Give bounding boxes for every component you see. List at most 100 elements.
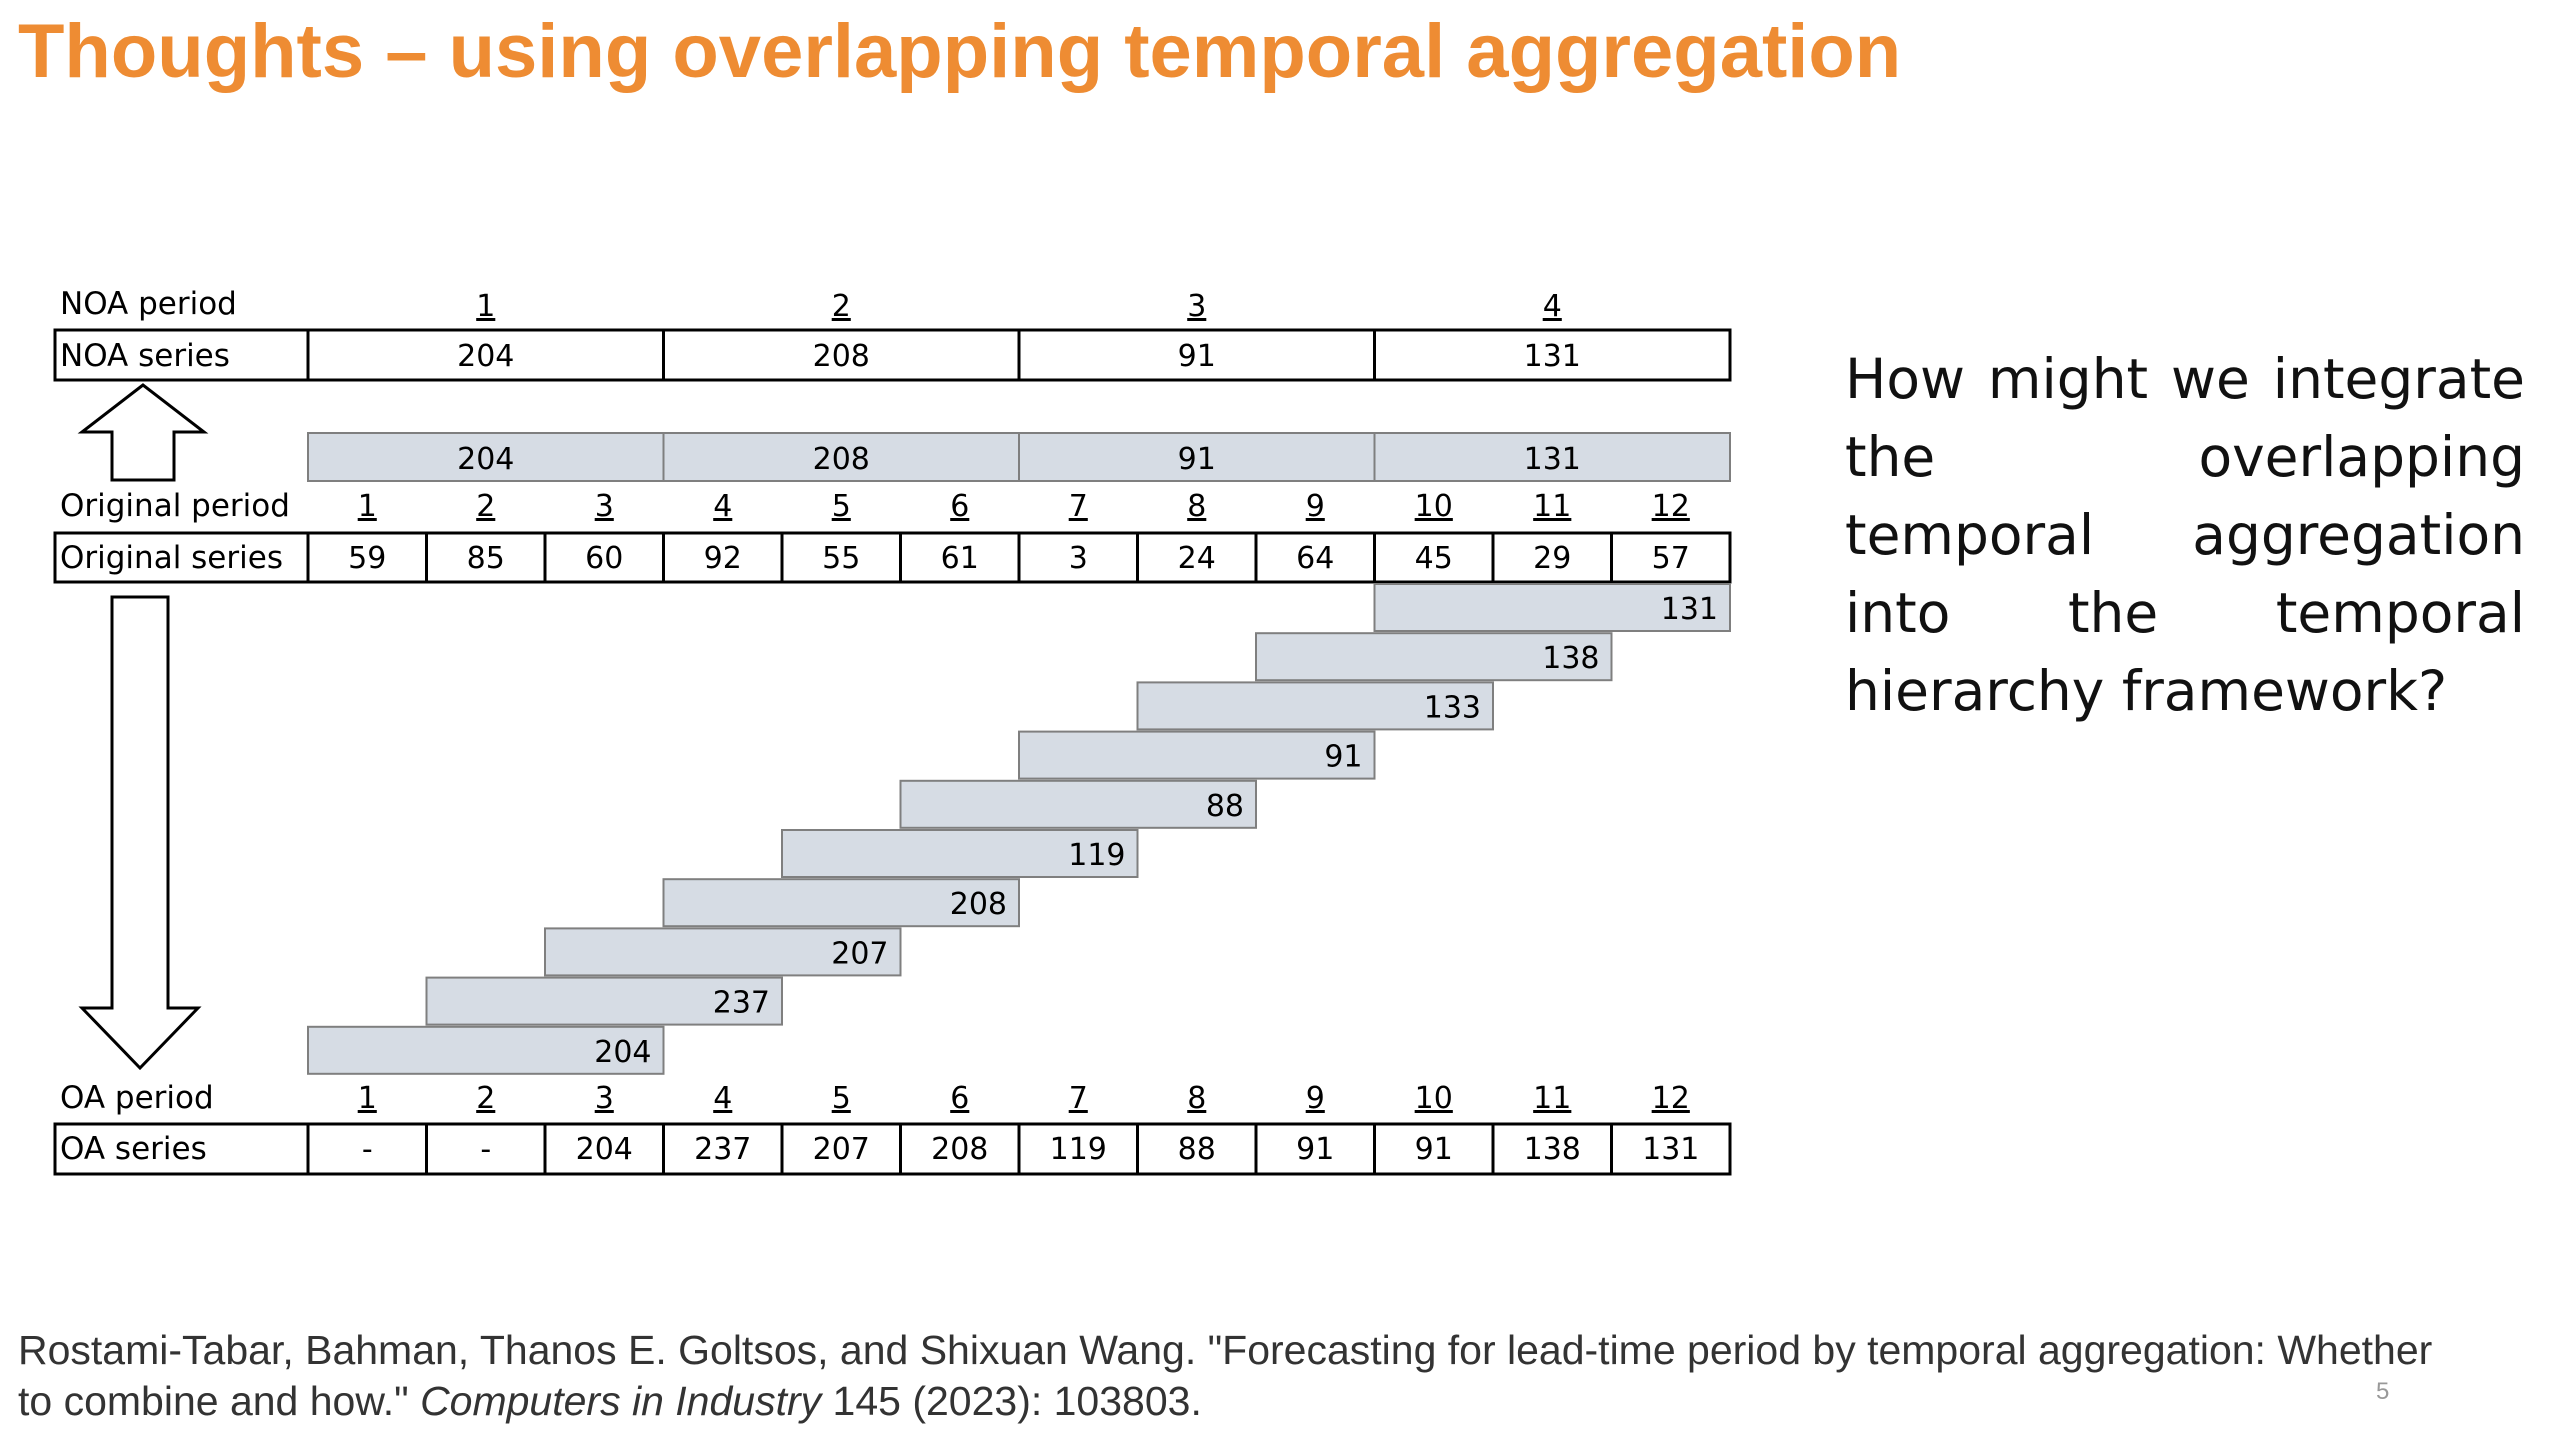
noa-aggregate-value: 204 (457, 442, 514, 477)
oa-series-value: 207 (813, 1132, 870, 1167)
citation-authors: Rostami-Tabar, Bahman, Thanos E. Goltsos… (18, 1327, 2433, 1424)
page-number: 5 (2376, 1378, 2390, 1405)
original-series-value: 61 (941, 541, 979, 576)
noa-series-label: NOA series (60, 338, 230, 374)
original-period-number: 8 (1187, 489, 1206, 524)
oa-series-value: 208 (931, 1132, 988, 1167)
oa-period-number: 2 (476, 1081, 495, 1116)
original-series-value: 24 (1178, 541, 1216, 576)
original-period-number: 7 (1069, 489, 1088, 524)
oa-series-value: 237 (694, 1132, 751, 1167)
noa-series-value: 208 (813, 339, 870, 374)
original-period-number: 5 (832, 489, 851, 524)
oa-aggregate-block (781, 829, 1139, 878)
original-series-value: 55 (822, 541, 860, 576)
oa-series-value: 119 (1050, 1132, 1107, 1167)
oa-aggregate-value: 119 (1068, 838, 1125, 873)
original-period-number: 6 (950, 489, 969, 524)
oa-series-value: - (480, 1132, 491, 1167)
citation-journal: Computers in Industry (420, 1378, 822, 1424)
noa-series-value: 204 (457, 339, 514, 374)
down-arrow-icon (78, 595, 202, 1071)
noa-aggregate-block (1018, 432, 1376, 482)
oa-aggregate-block (544, 927, 902, 977)
original-series-value: 92 (704, 541, 742, 576)
oa-series-value: 91 (1415, 1132, 1453, 1167)
oa-aggregate-block (1255, 632, 1613, 682)
noa-period-label: NOA period (60, 286, 237, 322)
oa-period-number: 3 (595, 1081, 614, 1116)
oa-aggregate-block (1373, 583, 1731, 632)
oa-series-value: 91 (1296, 1132, 1334, 1167)
oa-aggregate-block (1018, 730, 1376, 780)
original-series-value: 3 (1069, 541, 1088, 576)
oa-aggregate-value: 208 (950, 887, 1007, 922)
oa-period-number: 8 (1187, 1081, 1206, 1116)
original-series-value: 29 (1533, 541, 1571, 576)
oa-period-number: 11 (1533, 1081, 1571, 1116)
oa-series-frame (53, 1122, 1732, 1176)
oa-period-number: 7 (1069, 1081, 1088, 1116)
oa-period-number: 9 (1306, 1081, 1325, 1116)
oa-aggregate-block (307, 1025, 665, 1075)
oa-aggregate-value: 133 (1424, 690, 1481, 725)
original-period-number: 11 (1533, 489, 1571, 524)
noa-aggregate-value: 208 (813, 442, 870, 477)
oa-aggregate-value: 204 (594, 1035, 651, 1070)
original-series-value: 45 (1415, 541, 1453, 576)
noa-aggregate-value: 91 (1178, 442, 1216, 477)
oa-series-label: OA series (60, 1131, 207, 1167)
noa-aggregate-block (1373, 432, 1731, 482)
noa-aggregate-value: 131 (1524, 442, 1581, 477)
oa-series-value: 138 (1524, 1132, 1581, 1167)
noa-series-value: 131 (1524, 339, 1581, 374)
oa-aggregate-value: 207 (831, 936, 888, 971)
slide-title: Thoughts – using overlapping temporal ag… (18, 9, 1902, 94)
oa-period-number: 12 (1652, 1081, 1690, 1116)
original-series-value: 59 (348, 541, 386, 576)
original-period-number: 10 (1415, 489, 1453, 524)
original-series-label: Original series (60, 540, 283, 576)
noa-period-number: 3 (1187, 289, 1206, 324)
oa-aggregate-value: 88 (1206, 789, 1244, 824)
oa-period-label: OA period (60, 1080, 214, 1116)
oa-aggregate-value: 131 (1661, 592, 1718, 627)
oa-period-number: 1 (358, 1081, 377, 1116)
original-period-number: 12 (1652, 489, 1690, 524)
oa-aggregate-value: 91 (1324, 740, 1362, 775)
oa-aggregate-value: 138 (1542, 641, 1599, 676)
oa-period-number: 4 (713, 1081, 732, 1116)
oa-period-number: 6 (950, 1081, 969, 1116)
oa-series-value: 204 (576, 1132, 633, 1167)
oa-aggregate-block (1136, 681, 1494, 731)
oa-aggregate-block (899, 779, 1257, 829)
original-period-number: 3 (595, 489, 614, 524)
original-series-frame (53, 531, 1732, 584)
oa-series-value: 88 (1178, 1132, 1216, 1167)
original-period-number: 1 (358, 489, 377, 524)
oa-aggregate-block (662, 878, 1020, 928)
original-series-value: 64 (1296, 541, 1334, 576)
original-period-number: 4 (713, 489, 732, 524)
noa-aggregate-block (662, 432, 1020, 482)
oa-aggregate-block (425, 976, 783, 1026)
original-period-number: 2 (476, 489, 495, 524)
oa-aggregate-value: 237 (713, 986, 770, 1021)
question-text: How might we integrate the overlapping t… (1845, 347, 2525, 723)
oa-period-number: 5 (832, 1081, 851, 1116)
original-period-label: Original period (60, 488, 290, 524)
original-series-value: 57 (1652, 541, 1690, 576)
noa-series-value: 91 (1178, 339, 1216, 374)
noa-series-frame (53, 328, 1732, 382)
oa-series-value: 131 (1642, 1132, 1699, 1167)
oa-period-number: 10 (1415, 1081, 1453, 1116)
noa-aggregate-block (307, 432, 665, 482)
up-arrow-icon (77, 383, 209, 482)
oa-series-value: - (362, 1132, 373, 1167)
citation-details: 145 (2023): 103803. (832, 1378, 1202, 1424)
original-series-value: 60 (585, 541, 623, 576)
noa-period-number: 4 (1543, 289, 1562, 324)
original-series-value: 85 (467, 541, 505, 576)
noa-period-number: 1 (476, 289, 495, 324)
